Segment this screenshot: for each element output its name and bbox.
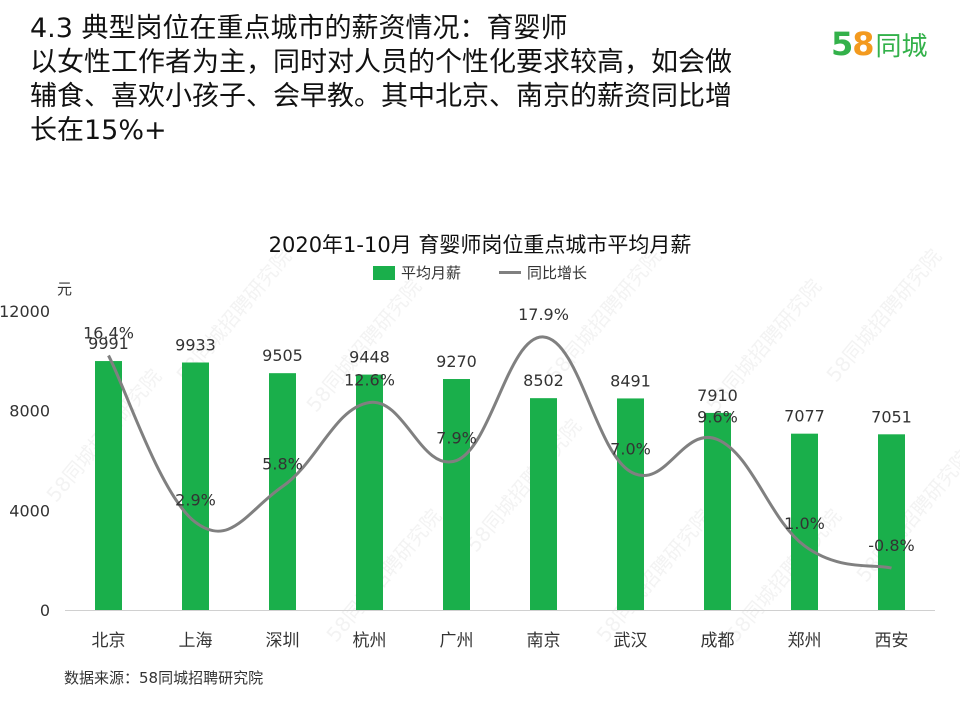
growth-value-label: 17.9% (518, 305, 569, 324)
bar (182, 362, 209, 610)
bar (269, 373, 296, 610)
bar-value-label: 9270 (436, 352, 477, 371)
bar (704, 412, 731, 610)
brand-logo: 58 同城 (831, 25, 928, 63)
bar-value-label: 7910 (697, 386, 738, 405)
headline-line: 4.3 典型岗位在重点城市的薪资情况：育婴师 (30, 13, 568, 44)
y-tick-label: 8000 (9, 402, 50, 421)
x-tick-label: 武汉 (614, 631, 648, 651)
y-tick-label: 0 (40, 601, 50, 620)
bar-value-label: 7051 (871, 407, 912, 426)
headline-line: 以女性工作者为主，同时对人员的个性化要求较高，如会做 (30, 47, 732, 78)
x-tick-label: 南京 (527, 631, 561, 651)
chart-title: 2020年1-10月 育婴师岗位重点城市平均月薪 (268, 233, 692, 257)
bar-value-label: 9933 (175, 336, 216, 355)
growth-value-label: 7.9% (436, 429, 477, 448)
bar-value-label: 9505 (262, 346, 303, 365)
bar (530, 398, 557, 610)
x-tick-label: 上海 (179, 631, 213, 651)
bar (617, 398, 644, 610)
headline-line: 辅食、喜欢小孩子、会早教。其中北京、南京的薪资同比增 (30, 81, 732, 112)
growth-line (107, 335, 892, 570)
bar (95, 361, 122, 610)
growth-value-label: 1.0% (784, 514, 825, 533)
bar (443, 379, 470, 610)
bar-value-label: 8491 (610, 371, 651, 390)
legend-label-bar: 平均月薪 (400, 264, 461, 282)
y-tick-label: 4000 (9, 501, 50, 520)
legend-item-bar: 平均月薪 (372, 262, 461, 283)
chart-legend: 平均月薪 同比增长 (0, 262, 960, 283)
y-tick-label: 12000 (0, 302, 50, 321)
headline-line: 长在15%+ (30, 115, 167, 146)
data-source: 数据来源：58同城招聘研究院 (64, 669, 264, 687)
x-tick-label: 成都 (701, 631, 735, 651)
x-tick-label: 郑州 (788, 631, 822, 651)
growth-value-label: 2.9% (175, 490, 216, 509)
growth-value-label: -0.8% (868, 536, 914, 555)
bar (356, 374, 383, 610)
growth-value-label: 7.0% (610, 440, 651, 459)
bar-value-label: 9991 (88, 334, 129, 353)
bar (791, 433, 818, 610)
y-axis-unit: 元 (57, 280, 73, 298)
growth-value-label: 16.4% (83, 323, 134, 342)
bar-value-label: 9448 (349, 348, 390, 367)
x-tick-label: 北京 (92, 631, 126, 651)
logo-number: 58 (831, 25, 875, 63)
growth-value-label: 5.8% (262, 455, 303, 474)
legend-swatch-bar (372, 265, 395, 280)
growth-value-label: 9.6% (697, 408, 738, 427)
x-tick-label: 广州 (440, 631, 474, 651)
bar (878, 434, 905, 610)
legend-label-line: 同比增长 (527, 264, 588, 282)
x-tick-label: 深圳 (266, 631, 300, 651)
bar-value-label: 7077 (784, 407, 825, 426)
bar-value-label: 8502 (523, 371, 564, 390)
growth-value-label: 12.6% (344, 370, 395, 389)
x-tick-label: 杭州 (353, 631, 387, 651)
legend-swatch-line (499, 271, 521, 274)
x-tick-label: 西安 (875, 631, 909, 651)
headline: 4.3 典型岗位在重点城市的薪资情况：育婴师 以女性工作者为主，同时对人员的个性… (30, 12, 820, 148)
legend-item-line: 同比增长 (499, 262, 587, 283)
logo-text: 同城 (875, 31, 928, 62)
